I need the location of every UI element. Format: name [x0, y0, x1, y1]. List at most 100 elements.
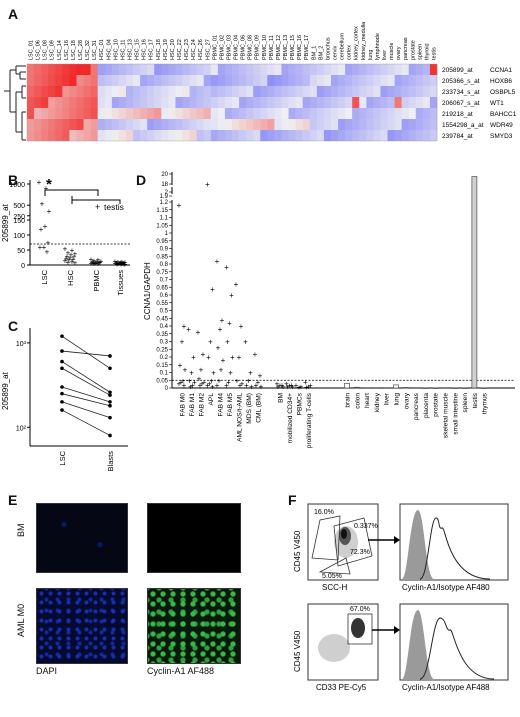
heatmap-cell — [118, 75, 127, 86]
heatmap-cell — [352, 86, 360, 97]
panel-d-ytick-label: 0.35 — [156, 332, 168, 338]
heatmap-cell — [295, 108, 303, 119]
heatmap-cell — [260, 130, 268, 141]
heatmap-column-label: PBMC_04 — [234, 35, 240, 60]
heatmap-cell — [359, 97, 367, 108]
panel-d-point: + — [297, 383, 302, 392]
heatmap-cell — [338, 75, 346, 86]
heatmap-column-label: HSC_04 — [106, 39, 112, 60]
panel-d-point: + — [248, 369, 253, 378]
panel-d-ytick-label: 1.05 — [156, 223, 168, 229]
heatmap-cell — [309, 64, 318, 75]
panel-d-tissue-bar — [422, 387, 429, 389]
top-histogram-cyclin — [419, 517, 491, 580]
panel-d-tissue-bar — [412, 387, 419, 389]
heatmap-cell — [429, 130, 438, 141]
panel-c-point — [60, 391, 64, 396]
panel-d-group-label: FAB M4 — [218, 393, 225, 417]
heatmap-cell — [41, 108, 49, 119]
panel-c-pair-line — [61, 367, 111, 396]
heatmap-cell — [366, 86, 374, 97]
heatmap-column-label: testis — [431, 47, 437, 60]
heatmap-cell — [260, 97, 268, 108]
heatmap-cell — [302, 86, 311, 97]
heatmap-cell — [345, 130, 353, 141]
panel-d-point: + — [206, 353, 211, 362]
heatmap-cell — [394, 86, 402, 97]
panel-c-point — [60, 349, 64, 353]
panel-d-tissue-bar — [481, 387, 488, 389]
heatmap-column-label: PBMC_16 — [297, 35, 303, 60]
panel-d-point: + — [180, 338, 185, 347]
heatmap-column-label: HSC_24 — [191, 39, 197, 60]
heatmap-cell — [189, 75, 197, 86]
panel-d-point: + — [210, 382, 215, 391]
heatmap-column-label: HSC_22 — [177, 39, 183, 60]
heatmap-cell — [338, 86, 346, 97]
heatmap-cell — [83, 64, 91, 75]
top-gate-bottom — [318, 557, 351, 575]
heatmap-gene-label: HOXB6 — [490, 78, 512, 85]
heatmap-cell — [182, 97, 190, 108]
heatmap-cell — [147, 97, 155, 108]
heatmap-cell — [55, 130, 63, 141]
heatmap-cell — [224, 64, 233, 75]
col-label-cyclin: Cyclin-A1 AF488 — [147, 666, 215, 676]
panel-label-f: F — [288, 492, 297, 508]
heatmap-cell — [246, 108, 254, 119]
heatmap-cell — [203, 64, 212, 75]
heatmap-cell — [380, 130, 388, 141]
heatmap-cell — [147, 130, 155, 141]
heatmap-column-label: HSC_15 — [135, 39, 141, 60]
heatmap-cell — [267, 97, 275, 108]
heatmap-cell — [154, 86, 162, 97]
heatmap-cells — [26, 63, 438, 142]
heatmap-cell — [302, 108, 311, 119]
heatmap-cell — [380, 75, 388, 86]
heatmap-column-label: PBMC_08 — [248, 35, 254, 60]
panel-d-point: + — [299, 382, 304, 391]
heatmap-cell — [41, 64, 49, 75]
heatmap-probe-label: 1554298_a_at — [442, 122, 484, 129]
heatmap-cell — [281, 86, 289, 97]
heatmap-column-label: HSC_11 — [120, 40, 126, 60]
top-dotplot-ylabel: CD45 V450 — [293, 530, 302, 572]
heatmap-cell — [168, 108, 176, 119]
heatmap-cell — [111, 130, 120, 141]
heatmap-column-label: prostate — [410, 40, 416, 60]
panel-d-tissue-bar — [393, 384, 399, 389]
heatmap-cell — [387, 75, 395, 86]
panel-b-point: + — [42, 243, 47, 252]
heatmap-cell — [48, 97, 56, 108]
panel-b-point: + — [72, 253, 77, 262]
panel-d-group-label: kidney — [374, 392, 381, 412]
top-gate-left — [311, 515, 341, 561]
panel-d-tissue-bars — [344, 176, 488, 389]
top-dotplot-xlabel: SCC-H — [322, 583, 348, 592]
panel-d-point: + — [226, 378, 231, 387]
bottom-histogram-cyclin — [419, 617, 495, 680]
heatmap-cell — [175, 130, 183, 141]
heatmap-cell — [359, 119, 367, 130]
heatmap-cell — [429, 64, 438, 75]
heatmap-cell — [232, 86, 240, 97]
heatmap-cell — [281, 97, 289, 108]
heatmap-cell — [387, 130, 395, 141]
panel-d-group-label: AML NOS/t-AML — [237, 393, 244, 442]
heatmap-column-label: HSC_18 — [156, 39, 162, 60]
panel-d-point: + — [278, 381, 283, 390]
panel-d-point: + — [210, 285, 215, 294]
heatmap-cell — [281, 119, 289, 130]
panel-d-ytick-label: 0.45 — [156, 316, 168, 322]
heatmap-cell — [140, 75, 148, 86]
panel-b-point: + — [44, 184, 49, 193]
panel-b-point: + — [94, 258, 99, 267]
panel-b-point: + — [73, 259, 78, 268]
panel-d-point: + — [186, 325, 191, 334]
heatmap-cell — [210, 75, 219, 86]
heatmap-column-label: muscle — [389, 43, 395, 60]
heatmap-cell — [394, 64, 402, 75]
panel-d-point: + — [246, 376, 251, 385]
heatmap-column-label: HSC_26 — [198, 39, 204, 60]
panel-d-point: + — [287, 382, 292, 391]
